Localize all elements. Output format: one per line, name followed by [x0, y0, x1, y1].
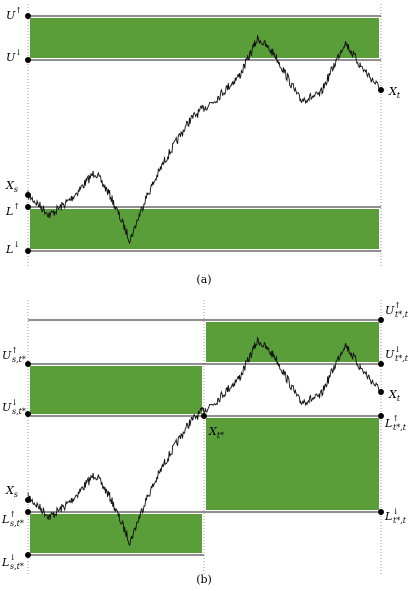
point	[25, 552, 31, 558]
label-sup: ↑	[9, 510, 16, 519]
label-base: L	[5, 205, 13, 218]
point	[25, 497, 31, 503]
label-sub: t	[397, 91, 401, 100]
label-base: X	[5, 484, 15, 497]
label: L↑ t*,t	[384, 414, 407, 432]
label-sup: ↓	[392, 507, 399, 516]
label: L↑ s,t*	[1, 510, 24, 528]
label-sup: ↑	[11, 346, 18, 355]
label: U↓	[6, 48, 22, 64]
label-base: X	[208, 425, 218, 438]
point	[25, 192, 31, 198]
label-sub: s,t*	[12, 355, 26, 364]
label-sup: ↑	[15, 6, 22, 15]
label-sub: t	[397, 394, 401, 403]
label-base: X	[388, 388, 398, 401]
label-sup: ↓	[9, 553, 16, 562]
label-base: L	[384, 417, 392, 430]
sample-path	[27, 336, 382, 547]
label: U↑ t*,t	[385, 301, 408, 319]
caption: (b)	[196, 573, 212, 586]
label: U↑ s,t*	[2, 346, 26, 364]
point	[25, 13, 31, 19]
label-sub: s,t*	[12, 407, 26, 416]
lower-band	[206, 418, 379, 510]
label-sub: t*	[217, 431, 224, 440]
label-sup: ↓	[394, 345, 401, 354]
label: L↓ t*,t	[384, 507, 407, 525]
label-sup: ↓	[13, 240, 20, 249]
label: Xs	[5, 179, 18, 194]
label: U↓ s,t*	[2, 398, 26, 416]
point	[25, 509, 31, 515]
point	[378, 317, 384, 323]
label: Xt*	[208, 425, 224, 440]
point	[25, 248, 31, 254]
label-sup: ↓	[11, 398, 18, 407]
lower-band	[30, 209, 379, 249]
label-sup: ↑	[392, 414, 399, 423]
label-sub: s	[14, 185, 18, 194]
point	[378, 509, 384, 515]
point	[378, 87, 384, 93]
label-base: U	[2, 401, 12, 414]
label: Xs	[5, 484, 18, 499]
upper-band	[30, 18, 379, 58]
label: L↓	[5, 240, 20, 256]
label-sup: ↑	[394, 301, 401, 310]
label-sup: ↑	[13, 202, 20, 211]
label: U↑	[6, 6, 22, 22]
label-sub: t*,t	[395, 354, 408, 363]
label-sub: s,t*	[10, 519, 24, 528]
point	[25, 411, 31, 417]
label-base: L	[5, 243, 13, 256]
point	[378, 361, 384, 367]
label: Xt	[388, 388, 401, 403]
sample-path	[27, 34, 382, 245]
label-base: X	[388, 85, 398, 98]
label-sub: t*,t	[393, 516, 407, 525]
caption: (a)	[196, 273, 211, 286]
label-base: L	[1, 513, 9, 526]
label-base: U	[385, 304, 395, 317]
label: L↑	[5, 202, 20, 218]
label-base: U	[6, 51, 16, 64]
point	[25, 361, 31, 367]
point	[201, 413, 207, 419]
point	[25, 57, 31, 63]
label-sub: t*,t	[393, 423, 407, 432]
upper-band	[30, 366, 202, 414]
lower-band	[30, 514, 202, 553]
point	[378, 389, 384, 395]
label-base: U	[2, 349, 12, 362]
label: Xt	[388, 85, 401, 100]
label: U↓ t*,t	[385, 345, 408, 363]
label-base: U	[385, 348, 395, 361]
label-base: L	[1, 556, 9, 569]
point	[378, 413, 384, 419]
label-base: X	[5, 179, 15, 192]
label-sup: ↓	[15, 48, 22, 57]
label-base: U	[6, 9, 16, 22]
label-sub: t*,t	[395, 310, 408, 319]
label-base: L	[384, 510, 392, 523]
label-sub: s,t*	[10, 562, 24, 571]
label-sub: s	[14, 490, 18, 499]
point	[25, 204, 31, 210]
label: L↓ s,t*	[1, 553, 24, 571]
